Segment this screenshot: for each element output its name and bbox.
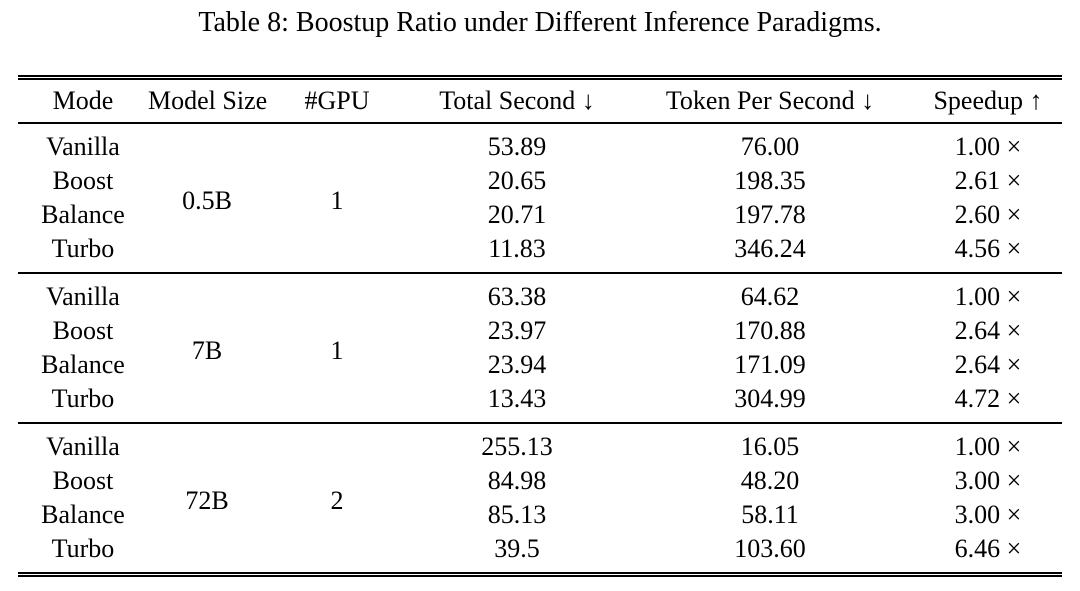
total-second-cell: 13.43 <box>487 383 547 413</box>
model-size-cell: 0.5B <box>182 185 232 215</box>
mode-cell: Balance <box>41 499 125 529</box>
mode-cell: Balance <box>41 349 125 379</box>
speedup-cell: 2.61 × <box>954 165 1022 195</box>
table-caption: Table 8: Boostup Ratio under Different I… <box>198 7 882 38</box>
gpu-count-cell: 1 <box>330 335 344 365</box>
token-per-second-cell: 64.62 <box>740 281 800 311</box>
table-row: Vanilla 72B 2 255.13 16.05 1.00 × <box>18 423 1062 515</box>
token-per-second-cell: 103.60 <box>734 533 806 563</box>
table-header: Mode Model Size #GPU Total Second ↓ Toke… <box>18 78 1062 123</box>
total-second-cell: 23.97 <box>487 315 547 345</box>
model-size-cell: 7B <box>191 335 223 365</box>
speedup-cell: 6.46 × <box>954 533 1022 563</box>
table-row: Turbo 39.5 103.60 6.46 × <box>18 532 1062 575</box>
table-row: Vanilla 7B 1 63.38 64.62 1.00 × <box>18 273 1062 365</box>
total-second-cell: 39.5 <box>494 533 540 563</box>
speedup-cell: 3.00 × <box>954 465 1022 495</box>
mode-cell: Balance <box>41 199 125 229</box>
token-per-second-cell: 76.00 <box>740 131 800 161</box>
mode-cell: Boost <box>52 165 114 195</box>
token-per-second-cell: 304.99 <box>734 383 806 413</box>
mode-cell: Boost <box>52 465 114 495</box>
token-per-second-cell: 171.09 <box>734 349 806 379</box>
speedup-cell: 1.00 × <box>954 281 1022 311</box>
speedup-cell: 1.00 × <box>954 131 1022 161</box>
table-row: Balance 23.94 171.09 2.64 × <box>18 348 1062 382</box>
table-row: Turbo 11.83 346.24 4.56 × <box>18 232 1062 273</box>
mode-cell: Vanilla <box>46 131 120 161</box>
speedup-cell: 4.56 × <box>954 233 1022 263</box>
token-per-second-cell: 16.05 <box>740 431 800 461</box>
model-size-cell: 72B <box>185 485 229 515</box>
token-per-second-cell: 170.88 <box>734 315 806 345</box>
total-second-cell: 85.13 <box>487 499 547 529</box>
mode-cell: Turbo <box>51 383 115 413</box>
total-second-cell: 63.38 <box>487 281 547 311</box>
header-row: Mode Model Size #GPU Total Second ↓ Toke… <box>18 78 1062 123</box>
mode-cell: Turbo <box>51 533 115 563</box>
table-row: Boost 20.65 198.35 2.61 × <box>18 164 1062 198</box>
token-per-second-cell: 48.20 <box>740 465 800 495</box>
group-0-5b: Vanilla 0.5B 1 53.89 76.00 1.00 × Boost … <box>18 123 1062 273</box>
total-second-cell: 84.98 <box>487 465 547 495</box>
table-row: Turbo 13.43 304.99 4.72 × <box>18 382 1062 423</box>
group-72b: Vanilla 72B 2 255.13 16.05 1.00 × Boost … <box>18 423 1062 575</box>
mode-cell: Boost <box>52 315 114 345</box>
token-per-second-cell: 198.35 <box>734 165 806 195</box>
speedup-cell: 2.64 × <box>954 349 1022 379</box>
total-second-cell: 53.89 <box>487 131 547 161</box>
col-header-token-per-second: Token Per Second ↓ <box>665 85 875 115</box>
speedup-cell: 3.00 × <box>954 499 1022 529</box>
token-per-second-cell: 346.24 <box>734 233 806 263</box>
gpu-count-cell: 1 <box>330 185 344 215</box>
total-second-cell: 20.65 <box>487 165 547 195</box>
gpu-count-cell: 2 <box>330 485 344 515</box>
table-row: Vanilla 0.5B 1 53.89 76.00 1.00 × <box>18 123 1062 215</box>
group-7b: Vanilla 7B 1 63.38 64.62 1.00 × Boost 23… <box>18 273 1062 423</box>
mode-cell: Turbo <box>51 233 115 263</box>
total-second-cell: 255.13 <box>481 431 553 461</box>
speedup-cell: 1.00 × <box>954 431 1022 461</box>
col-header-mode: Mode <box>52 85 114 115</box>
total-second-cell: 20.71 <box>487 199 547 229</box>
table-row: Boost 23.97 170.88 2.64 × <box>18 314 1062 348</box>
col-header-speedup: Speedup ↑ <box>933 85 1043 115</box>
token-per-second-cell: 58.11 <box>741 499 799 529</box>
table-row: Boost 84.98 48.20 3.00 × <box>18 464 1062 498</box>
total-second-cell: 23.94 <box>487 349 547 379</box>
col-header-total-second: Total Second ↓ <box>439 85 595 115</box>
col-header-gpu: #GPU <box>304 85 370 115</box>
results-table: Mode Model Size #GPU Total Second ↓ Toke… <box>18 75 1062 577</box>
speedup-cell: 4.72 × <box>954 383 1022 413</box>
speedup-cell: 2.60 × <box>954 199 1022 229</box>
total-second-cell: 11.83 <box>488 233 546 263</box>
table-row: Balance 85.13 58.11 3.00 × <box>18 498 1062 532</box>
col-header-model-size: Model Size <box>148 85 268 115</box>
token-per-second-cell: 197.78 <box>734 199 806 229</box>
table-row: Balance 20.71 197.78 2.60 × <box>18 198 1062 232</box>
speedup-cell: 2.64 × <box>954 315 1022 345</box>
mode-cell: Vanilla <box>46 431 120 461</box>
mode-cell: Vanilla <box>46 281 120 311</box>
